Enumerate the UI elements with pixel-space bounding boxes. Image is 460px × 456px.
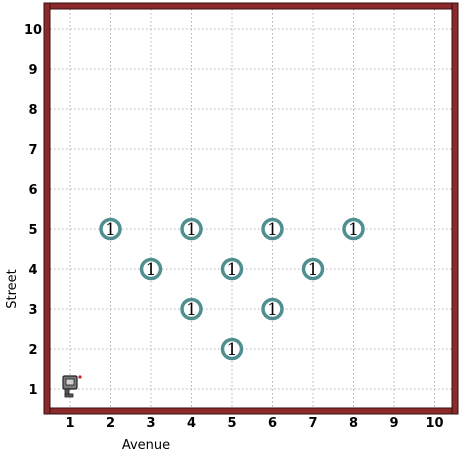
- street-tick-label: 1: [28, 383, 37, 398]
- beeper-ring: [220, 257, 244, 281]
- avenue-tick-label: 6: [268, 416, 277, 431]
- avenue-tick-label: 9: [389, 416, 398, 431]
- beeper: 1: [220, 257, 244, 281]
- beeper: 1: [180, 217, 203, 241]
- robot-screen: [65, 378, 75, 386]
- street-tick-label: 2: [28, 343, 37, 358]
- avenue-tick-label: 10: [425, 416, 443, 431]
- avenue-tick-label: 8: [349, 416, 358, 431]
- avenue-tick-label: 4: [187, 416, 196, 431]
- avenue-tick-label: 2: [106, 416, 115, 431]
- wall-right: [451, 2, 459, 415]
- avenue-tick-label: 3: [146, 416, 155, 431]
- beeper-ring: [342, 217, 365, 241]
- beeper-count: 1: [186, 300, 197, 320]
- beeper-count: 1: [348, 220, 359, 240]
- beeper-ring: [180, 297, 203, 321]
- street-tick-label: 4: [28, 263, 37, 278]
- avenue-tick-label: 5: [227, 416, 236, 431]
- grid-lines: [50, 9, 452, 408]
- beeper-ring: [220, 337, 244, 361]
- beeper-count: 1: [146, 260, 157, 280]
- street-tick-label: 6: [28, 183, 37, 198]
- avenue-tick-label: 7: [308, 416, 317, 431]
- beeper: 1: [342, 217, 365, 241]
- street-tick-label: 7: [28, 143, 37, 158]
- beeper-ring: [99, 217, 122, 241]
- beeper-ring: [139, 257, 163, 281]
- beeper-ring: [301, 257, 325, 281]
- beeper-count: 1: [105, 220, 116, 240]
- wall-top: [43, 2, 459, 10]
- beeper: 1: [99, 217, 122, 241]
- street-tick-label: 9: [28, 63, 37, 78]
- avenue-axis-label: Avenue: [122, 438, 170, 453]
- street-tick-label: 3: [28, 303, 37, 318]
- street-tick-labels: 1 2 3 4 5 6 7 8 9 10: [24, 23, 42, 398]
- avenue-tick-label: 1: [65, 416, 74, 431]
- beeper: 1: [180, 297, 203, 321]
- street-tick-label: 8: [28, 103, 37, 118]
- beeper: 1: [261, 297, 284, 321]
- boundary-walls: [43, 2, 459, 415]
- beeper-ring: [261, 297, 284, 321]
- beeper-count: 1: [227, 340, 238, 360]
- beepers-layer: 1 1 1 1 1 1 1 1 1 1: [99, 217, 365, 361]
- street-axis-label: Street: [5, 269, 20, 309]
- beeper-count: 1: [267, 220, 278, 240]
- beeper: 1: [139, 257, 163, 281]
- robot-icon: [62, 375, 82, 398]
- robot-antenna-icon: [78, 375, 82, 379]
- beeper: 1: [301, 257, 325, 281]
- beeper-count: 1: [227, 260, 238, 280]
- avenue-tick-labels: 1 2 3 4 5 6 7 8 9 10: [65, 416, 443, 431]
- beeper-count: 1: [186, 220, 197, 240]
- street-tick-label: 10: [24, 23, 42, 38]
- beeper: 1: [220, 337, 244, 361]
- beeper-count: 1: [308, 260, 319, 280]
- wall-bottom: [43, 407, 459, 415]
- beeper-ring: [180, 217, 203, 241]
- beeper: 1: [261, 217, 284, 241]
- robot-foot: [64, 393, 74, 398]
- beeper-ring: [261, 217, 284, 241]
- beeper-count: 1: [267, 300, 278, 320]
- street-tick-label: 5: [28, 223, 37, 238]
- wall-left: [43, 2, 51, 415]
